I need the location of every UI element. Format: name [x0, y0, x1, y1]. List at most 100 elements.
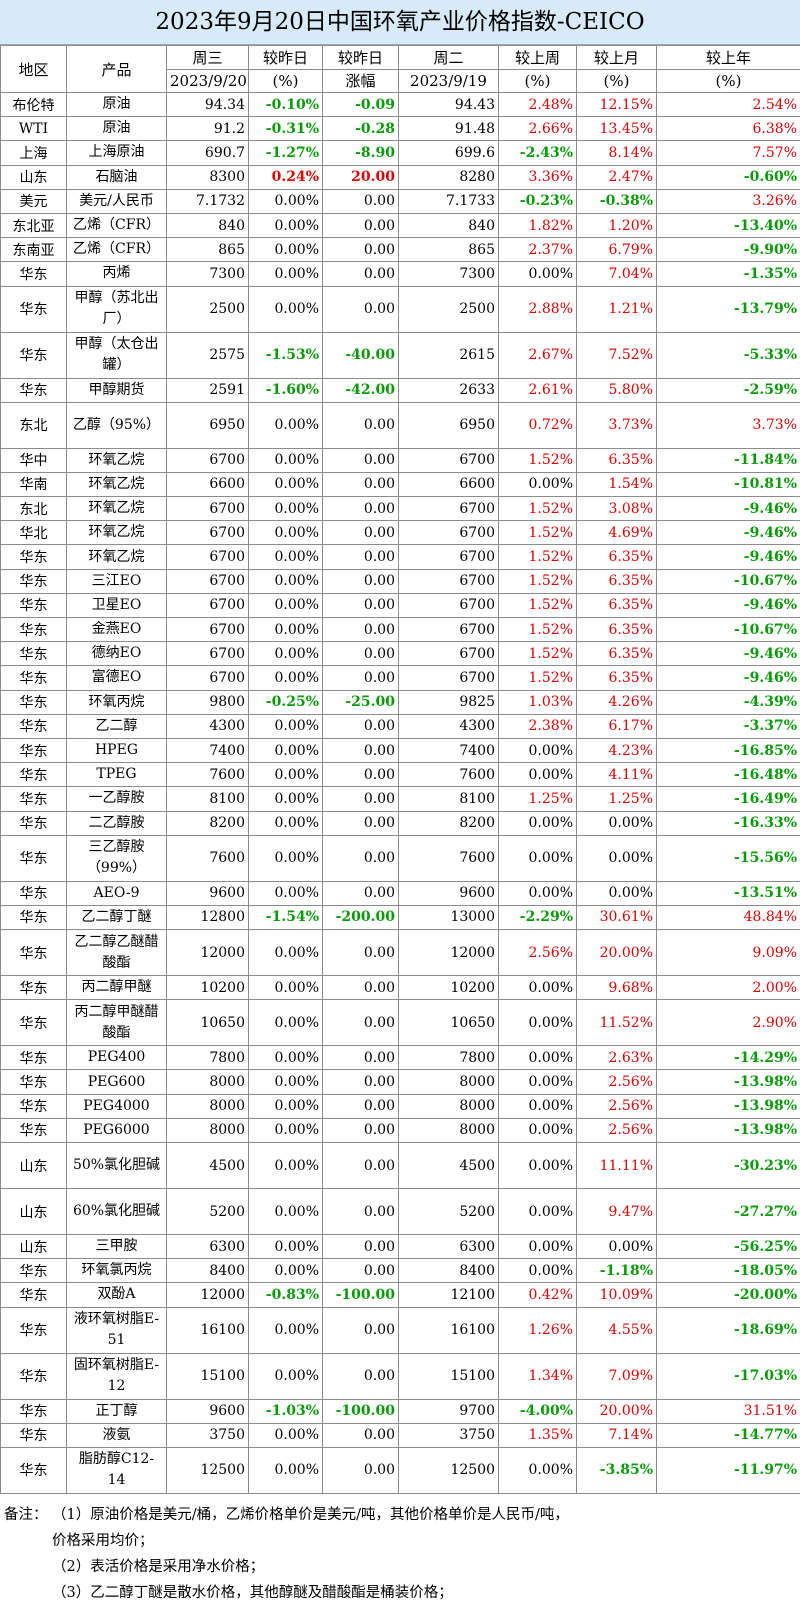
- cell-product: 金燕EO: [66, 616, 167, 643]
- cell-dod-pct: 0.00%: [248, 1188, 323, 1235]
- cell-dod-pct: 0.00%: [248, 880, 323, 906]
- cell-mom: 10.09%: [576, 1282, 657, 1308]
- cell-wow: 2.88%: [498, 285, 577, 333]
- cell-region: 华东: [0, 1282, 67, 1308]
- cell-tue: 6700: [398, 665, 499, 691]
- cell-product: 乙醇（95%）: [66, 401, 167, 449]
- cell-wed: 2591: [166, 377, 249, 403]
- cell-dod-amt: 0.00: [322, 929, 399, 977]
- cell-yoy: -9.46%: [656, 592, 800, 619]
- cell-mom: 6.35%: [576, 447, 657, 473]
- cell-mom: 30.61%: [576, 904, 657, 931]
- cell-product: PEG6000: [66, 1117, 167, 1144]
- cell-region: 华东: [0, 1398, 67, 1424]
- cell-dod-pct: -1.60%: [248, 377, 323, 403]
- cell-dod-pct: 0.00%: [248, 1093, 323, 1119]
- cell-dod-amt: 0.00: [322, 880, 399, 906]
- cell-dod-pct: 0.00%: [248, 1142, 323, 1189]
- cell-wow: 1.25%: [498, 786, 577, 812]
- cell-mom: -0.38%: [576, 188, 657, 214]
- cell-dod-amt: 0.00: [322, 834, 399, 882]
- cell-product: 三甲胺: [66, 1233, 167, 1260]
- cell-yoy: -16.48%: [656, 762, 800, 788]
- cell-region: 美元: [0, 188, 67, 214]
- cell-mom: 3.08%: [576, 496, 657, 522]
- cell-wow: 0.00%: [498, 834, 577, 882]
- cell-tue: 3750: [398, 1422, 499, 1448]
- table-row: 华东 三乙醇胺（99%） 7600 0.00% 0.00 7600 0.00% 0.00% -1…: [0, 834, 800, 882]
- cell-mom: -1.18%: [576, 1258, 657, 1284]
- table-row: 美元 美元/人民币 7.1732 0.00% 0.00 7.1733 -0.23% -0.38…: [0, 188, 800, 214]
- header-dod-pct-unit: (%): [248, 68, 323, 93]
- cell-yoy: 2.54%: [656, 91, 800, 118]
- cell-dod-pct: 0.00%: [248, 237, 323, 263]
- cell-dod-amt: 0.00: [322, 1093, 399, 1119]
- cell-region: 华东: [0, 616, 67, 643]
- cell-tue: 6700: [398, 496, 499, 522]
- cell-dod-amt: 0.00: [322, 641, 399, 667]
- cell-wow: 2.61%: [498, 377, 577, 403]
- cell-product: 一乙醇胺: [66, 786, 167, 812]
- cell-region: 华东: [0, 1093, 67, 1119]
- cell-tue: 9700: [398, 1398, 499, 1424]
- table-row: 山东 50%氯化胆碱 4500 0.00% 0.00 4500 0.00% 11.11% -30…: [0, 1142, 800, 1189]
- cell-wow: 1.52%: [498, 665, 577, 691]
- cell-wow: 0.00%: [498, 261, 577, 287]
- cell-product: 固环氧树脂E-12: [66, 1352, 167, 1400]
- cell-dod-amt: -100.00: [322, 1398, 399, 1424]
- cell-region: 山东: [0, 164, 67, 190]
- cell-dod-pct: 0.00%: [248, 447, 323, 473]
- cell-region: 华东: [0, 929, 67, 977]
- cell-wow: 2.48%: [498, 91, 577, 118]
- note-3: （3）乙二醇丁醚是散水价格，其他醇醚及醋酸酯是桶装价格；: [52, 1585, 453, 1601]
- header-region: 地区: [0, 45, 67, 93]
- cell-product: 富德EO: [66, 665, 167, 691]
- cell-wed: 2575: [166, 331, 249, 379]
- table-row: 华东 PEG400 7800 0.00% 0.00 7800 0.00% 2.63% -14.2…: [0, 1045, 800, 1071]
- cell-wow: 1.52%: [498, 592, 577, 619]
- cell-region: 东北: [0, 496, 67, 522]
- cell-mom: 6.35%: [576, 568, 657, 594]
- cell-region: 东北: [0, 401, 67, 449]
- cell-tue: 8100: [398, 786, 499, 812]
- cell-product: 德纳EO: [66, 641, 167, 667]
- cell-yoy: -13.40%: [656, 212, 800, 239]
- table-row: 东北亚 乙烯（CFR） 840 0.00% 0.00 840 1.82% 1.20% -13.4…: [0, 212, 800, 239]
- cell-dod-pct: 0.00%: [248, 568, 323, 594]
- cell-wow: 2.67%: [498, 331, 577, 379]
- cell-wed: 8000: [166, 1069, 249, 1095]
- cell-wow: 0.00%: [498, 999, 577, 1047]
- cell-mom: 7.14%: [576, 1422, 657, 1448]
- cell-wed: 6700: [166, 641, 249, 667]
- cell-dod-pct: 0.00%: [248, 188, 323, 214]
- cell-wow: -2.43%: [498, 140, 577, 166]
- price-table: 地区 产品 周三 较昨日 较昨日 周二 较上周 较上月 较上年 2023/9/2…: [0, 45, 800, 1494]
- cell-tue: 4500: [398, 1142, 499, 1189]
- cell-region: 华东: [0, 261, 67, 287]
- cell-dod-amt: 0.00: [322, 1117, 399, 1144]
- cell-yoy: 3.73%: [656, 401, 800, 449]
- cell-product: PEG400: [66, 1045, 167, 1071]
- cell-wow: 0.00%: [498, 1233, 577, 1260]
- cell-mom: 20.00%: [576, 1398, 657, 1424]
- cell-region: 华东: [0, 1117, 67, 1144]
- cell-wed: 12500: [166, 1446, 249, 1494]
- cell-wow: 0.00%: [498, 880, 577, 906]
- cell-dod-pct: 0.00%: [248, 737, 323, 764]
- table-row: 华东 HPEG 7400 0.00% 0.00 7400 0.00% 4.23% -16.85%: [0, 737, 800, 764]
- cell-dod-amt: -0.28: [322, 116, 399, 142]
- cell-dod-amt: 0.00: [322, 786, 399, 812]
- cell-wed: 91.2: [166, 116, 249, 142]
- table-row: 东北 乙醇（95%） 6950 0.00% 0.00 6950 0.72% 3.73% 3.73…: [0, 401, 800, 449]
- notes-prefix: 备注：: [4, 1507, 48, 1523]
- cell-yoy: -2.59%: [656, 377, 800, 403]
- cell-wow: 0.00%: [498, 1069, 577, 1095]
- table-row: 华东 丙烯 7300 0.00% 0.00 7300 0.00% 7.04% -1.35%: [0, 261, 800, 287]
- cell-wow: -0.23%: [498, 188, 577, 214]
- header-dod-pct: 较昨日: [248, 45, 323, 70]
- cell-yoy: -14.29%: [656, 1045, 800, 1071]
- cell-dod-pct: 0.00%: [248, 1233, 323, 1260]
- cell-tue: 6700: [398, 520, 499, 546]
- cell-wed: 6950: [166, 401, 249, 449]
